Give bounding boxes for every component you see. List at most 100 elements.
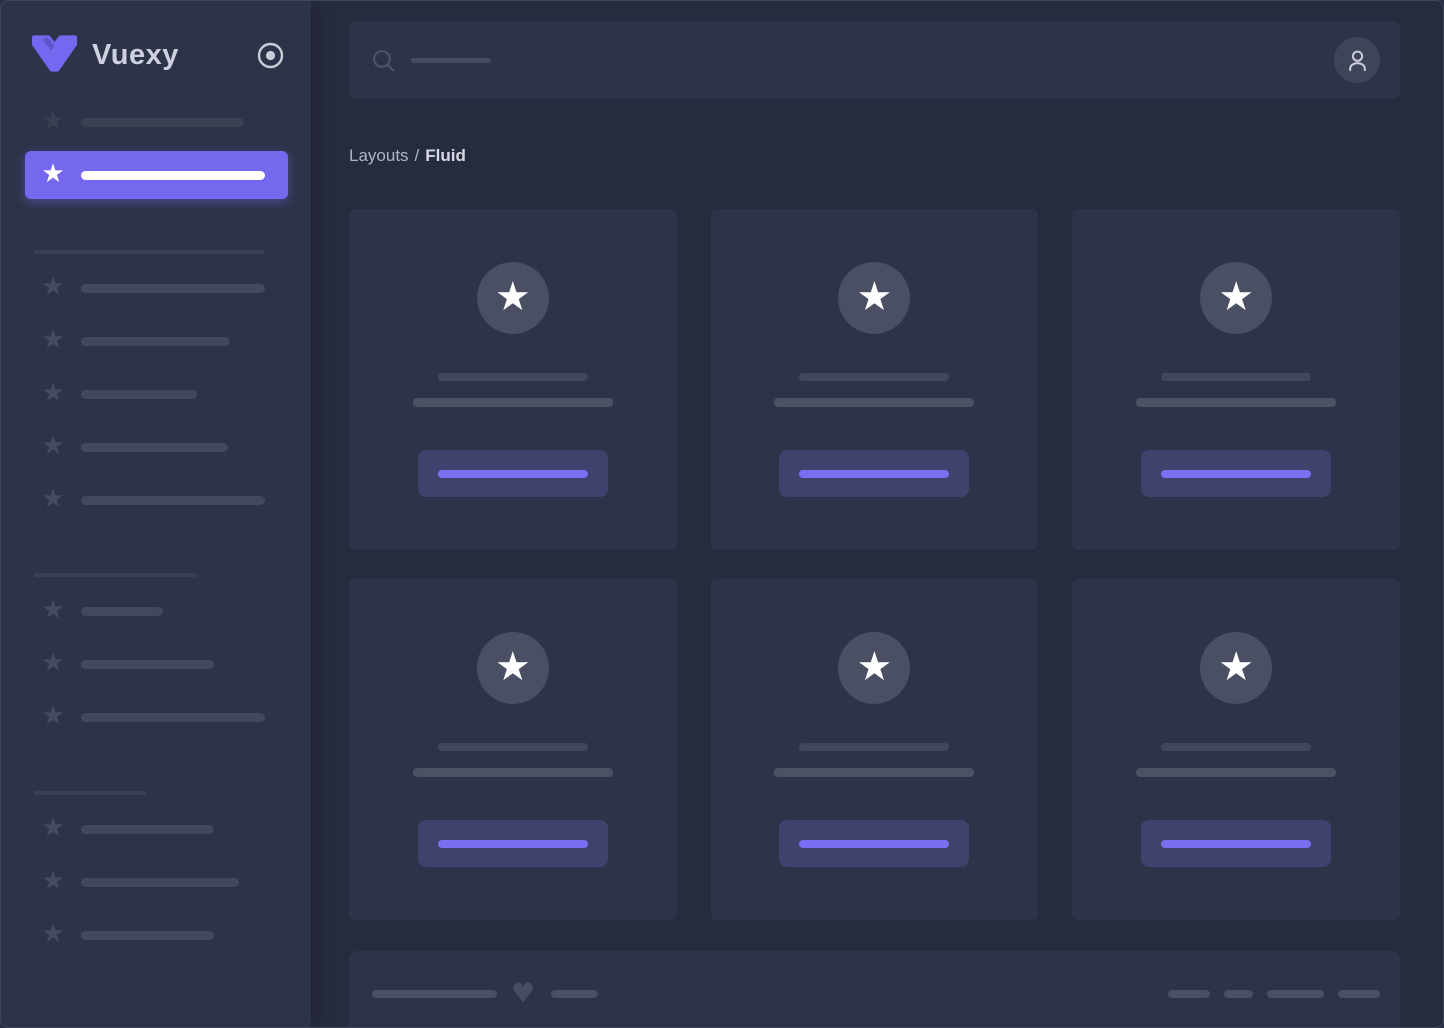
card-avatar-circle: ★ [838,632,911,704]
sidebar-menu-item[interactable]: ★ [1,108,311,136]
star-icon: ★ [1218,273,1255,320]
card-title-bar [1161,373,1312,381]
content-card: ★ [710,579,1039,920]
card-subtitle-bar [774,398,975,407]
section-divider-bar [34,250,265,254]
footer-text-bar [551,989,599,998]
star-icon: ★ [41,594,65,625]
main-content: Layouts / Fluid ★ ★ ★ ★ [311,1,1443,1027]
sidebar-menu: ★ ★ ★ ★ ★ ★ ★ ★ ★ ★ ★ ★ ★ [1,108,311,949]
star-icon: ★ [41,324,65,355]
button-label-bar [437,839,588,848]
card-title-bar [437,373,588,381]
sidebar-menu-item[interactable]: ★ [1,815,311,843]
card-action-button[interactable] [779,820,970,867]
card-avatar-circle: ★ [1200,632,1273,704]
sidebar-menu-item[interactable]: ★ [1,868,311,896]
menu-item-label-bar [81,442,228,452]
sidebar-menu-item[interactable]: ★ [1,650,311,678]
button-label-bar [1161,839,1312,848]
button-label-bar [1161,469,1312,478]
card-avatar-circle: ★ [838,262,911,334]
heart-icon: ♥ [511,978,536,1009]
breadcrumb-parent[interactable]: Layouts [349,146,409,165]
brand-title: Vuexy [92,38,179,71]
sidebar-menu-item[interactable]: ★ [1,921,311,949]
card-subtitle-bar [412,768,613,777]
menu-item-label-bar [81,930,214,940]
star-icon: ★ [41,430,65,461]
menu-item-label-bar [81,170,265,180]
card-title-bar [799,743,950,751]
vuexy-logo-icon [31,34,78,76]
person-icon [1348,50,1366,71]
star-icon: ★ [856,643,893,690]
menu-item-label-bar [81,336,230,346]
footer-text-bar [372,989,497,998]
card-action-button[interactable] [417,820,608,867]
footer-link-bar [1267,989,1324,998]
card-avatar-circle: ★ [1200,262,1273,334]
card-title-bar [1161,743,1312,751]
footer-link-bar [1338,989,1380,998]
star-icon: ★ [41,271,65,302]
menu-item-label-bar [81,495,265,505]
breadcrumb-current: Fluid [425,146,466,165]
button-label-bar [799,839,950,848]
sidebar-menu-item[interactable]: ★ [1,597,311,625]
sidebar-menu-item[interactable]: ★ [1,703,311,731]
footer-link-bar [1224,989,1253,998]
menu-item-label-bar [81,877,239,887]
breadcrumb: Layouts / Fluid [349,146,1400,166]
star-icon: ★ [41,865,65,896]
sidebar-menu-item[interactable]: ★ [1,274,311,302]
button-label-bar [799,469,950,478]
sidebar-section: ★ ★ ★ ★ ★ [1,250,311,514]
menu-item-label-bar [81,824,214,834]
card-subtitle-bar [1136,768,1337,777]
sidebar-menu-item[interactable]: ★ [1,433,311,461]
card-action-button[interactable] [779,450,970,497]
star-icon: ★ [41,700,65,731]
card-title-bar [437,743,588,751]
sidebar-menu-item[interactable]: ★ [1,380,311,408]
card-action-button[interactable] [1141,450,1332,497]
section-divider-bar [34,573,197,577]
menu-item-label-bar [81,659,214,669]
star-icon: ★ [41,647,65,678]
search-bar[interactable] [349,21,1400,99]
star-icon: ★ [1218,643,1255,690]
menu-item-label-bar [81,117,244,127]
content-card: ★ [349,579,677,920]
star-icon: ★ [856,273,893,320]
menu-item-label-bar [81,283,265,293]
button-label-bar [437,469,588,478]
card-avatar-circle: ★ [476,262,549,334]
radio-circle-icon[interactable] [256,41,285,70]
sidebar-menu-item[interactable]: ★ [1,486,311,514]
star-icon: ★ [41,483,65,514]
user-avatar[interactable] [1334,37,1380,83]
menu-item-label-bar [81,712,265,722]
footer: ♥ [349,951,1400,1027]
star-icon: ★ [41,158,65,189]
star-icon: ★ [41,377,65,408]
search-placeholder-bar [411,57,491,63]
card-subtitle-bar [774,768,975,777]
footer-link-bar [1168,989,1210,998]
menu-item-label-bar [81,606,163,616]
sidebar-menu-item[interactable]: ★ [1,327,311,355]
search-icon [371,48,396,73]
star-icon: ★ [494,273,531,320]
sidebar-menu-item[interactable]: ★ [25,151,288,199]
content-card: ★ [1072,209,1400,550]
card-grid: ★ ★ ★ ★ ★ [349,209,1400,920]
menu-item-label-bar [81,389,197,399]
star-icon: ★ [41,105,65,136]
content-card: ★ [349,209,677,550]
card-action-button[interactable] [1141,820,1332,867]
sidebar: Vuexy ★ ★ ★ ★ ★ ★ ★ ★ ★ [1,1,311,1027]
breadcrumb-separator: / [414,146,420,165]
card-action-button[interactable] [417,450,608,497]
sidebar-section: ★ ★ ★ [1,791,311,949]
